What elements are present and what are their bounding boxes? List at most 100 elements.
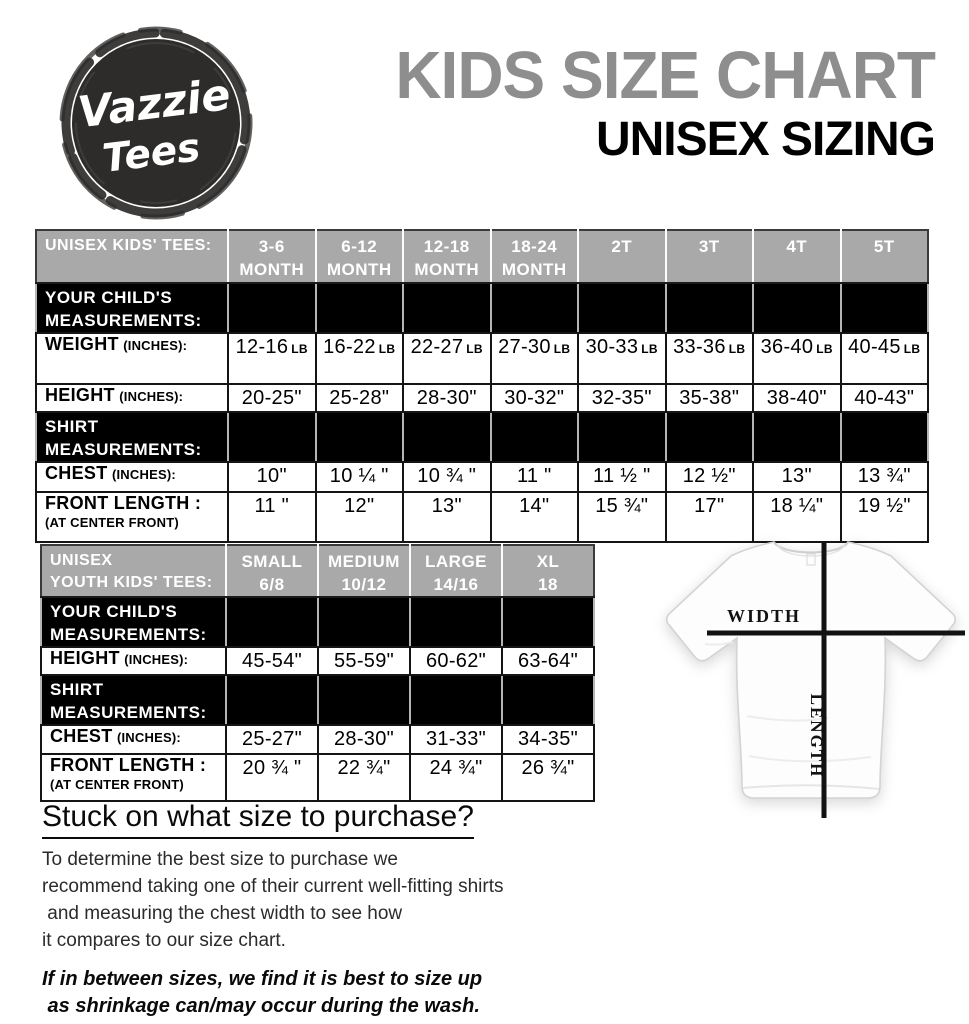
- size-cell: 18 ¼": [752, 491, 842, 543]
- table-title-cell: UNISEX YOUTH KIDS' TEES:: [40, 544, 227, 598]
- footer-body-line: To determine the best size to purchase w…: [42, 849, 398, 870]
- section-cell: [664, 282, 754, 334]
- size-cell: 12": [314, 491, 404, 543]
- weight-row: WEIGHT (INCHES): 12-16 LB 16-22 LB 22-27 LB…: [35, 332, 929, 385]
- column-header: LARGE 14/16: [409, 544, 503, 598]
- size-cell: 28-30": [317, 724, 411, 755]
- size-cell: 40-45 LB: [839, 332, 929, 385]
- section-row-shirt-measurements: SHIRT MEASUREMENTS:: [35, 411, 929, 463]
- row-label: WEIGHT (INCHES):: [35, 332, 229, 385]
- infant-size-table: UNISEX KIDS' TEES: 3-6 MONTH 6-12 MONTH 12…: [35, 229, 929, 543]
- size-cell: 14": [489, 491, 579, 543]
- column-header: 2T: [577, 229, 667, 284]
- column-header: XL 18: [501, 544, 595, 598]
- section-cell: [409, 596, 503, 648]
- chest-row: CHEST (INCHES): 25-27" 28-30" 31-33" 34-…: [40, 724, 595, 755]
- size-cell: 12-16 LB: [227, 332, 317, 385]
- brand-logo-icon: Vazzie Tees: [59, 26, 253, 220]
- size-cell: 17": [664, 491, 754, 543]
- size-cell: 36-40 LB: [752, 332, 842, 385]
- column-header: 5T: [839, 229, 929, 284]
- size-cell: 60-62": [409, 646, 503, 676]
- section-cell: [317, 674, 411, 726]
- size-cell: 13 ¾": [839, 461, 929, 493]
- column-header: 12-18 MONTH: [402, 229, 492, 284]
- size-cell: 30-32": [489, 383, 579, 413]
- size-cell: 27-30 LB: [489, 332, 579, 385]
- size-cell: 20-25": [227, 383, 317, 413]
- size-cell: 11 ": [227, 491, 317, 543]
- size-cell: 32-35": [577, 383, 667, 413]
- row-label: FRONT LENGTH : (AT CENTER FRONT): [40, 753, 227, 802]
- section-cell: [402, 282, 492, 334]
- size-cell: 13": [752, 461, 842, 493]
- size-cell: 25-27": [225, 724, 319, 755]
- section-cell: [317, 596, 411, 648]
- size-cell: 63-64": [501, 646, 595, 676]
- column-header: SMALL 6/8: [225, 544, 319, 598]
- section-cell: [752, 282, 842, 334]
- youth-size-table: UNISEX YOUTH KIDS' TEES: SMALL 6/8 MEDIUM…: [40, 544, 595, 802]
- section-label-cell: YOUR CHILD'S MEASUREMENTS:: [35, 282, 229, 334]
- footer-section: Stuck on what size to purchase? To deter…: [42, 800, 602, 1020]
- length-label: LENGTH: [807, 694, 826, 779]
- size-cell: 22-27 LB: [402, 332, 492, 385]
- size-cell: 40-43": [839, 383, 929, 413]
- size-cell: 22 ¾": [317, 753, 411, 802]
- size-cell: 35-38": [664, 383, 754, 413]
- size-cell: 45-54": [225, 646, 319, 676]
- section-cell: [752, 411, 842, 463]
- footer-body-line: and measuring the chest width to see how: [42, 903, 403, 924]
- section-row-child-measurements: YOUR CHILD'S MEASUREMENTS:: [40, 596, 595, 648]
- section-row-shirt-measurements: SHIRT MEASUREMENTS:: [40, 674, 595, 726]
- size-cell: 25-28": [314, 383, 404, 413]
- size-cell: 10 ¼ ": [314, 461, 404, 493]
- size-cell: 13": [402, 491, 492, 543]
- front-length-row: FRONT LENGTH : (AT CENTER FRONT) 20 ¾ " 2…: [40, 753, 595, 802]
- section-cell: [839, 282, 929, 334]
- page-subtitle: UNISEX SIZING: [595, 113, 936, 166]
- footer-paragraph: To determine the best size to purchase w…: [42, 846, 602, 954]
- tshirt-illustration: WIDTH LENGTH: [665, 541, 965, 818]
- section-cell: [225, 596, 319, 648]
- section-cell: [501, 674, 595, 726]
- size-cell: 19 ½": [839, 491, 929, 543]
- footer-heading: Stuck on what size to purchase?: [42, 800, 474, 839]
- section-label-cell: SHIRT MEASUREMENTS:: [40, 674, 227, 726]
- row-label: HEIGHT (INCHES):: [35, 383, 229, 413]
- section-cell: [501, 596, 595, 648]
- size-cell: 15 ¾": [577, 491, 667, 543]
- row-label: CHEST (INCHES):: [40, 724, 227, 755]
- section-cell: [402, 411, 492, 463]
- section-label-cell: YOUR CHILD'S MEASUREMENTS:: [40, 596, 227, 648]
- section-cell: [577, 282, 667, 334]
- size-cell: 38-40": [752, 383, 842, 413]
- column-header: 3-6 MONTH: [227, 229, 317, 284]
- table-header-row: UNISEX YOUTH KIDS' TEES: SMALL 6/8 MEDIUM…: [40, 544, 595, 598]
- size-cell: 33-36 LB: [664, 332, 754, 385]
- section-cell: [489, 411, 579, 463]
- row-label: FRONT LENGTH : (AT CENTER FRONT): [35, 491, 229, 543]
- size-cell: 20 ¾ ": [225, 753, 319, 802]
- footer-note: If in between sizes, we find it is best …: [42, 966, 602, 1020]
- section-cell: [577, 411, 667, 463]
- column-header: 18-24 MONTH: [489, 229, 579, 284]
- footer-body-line: it compares to our size chart.: [42, 930, 286, 951]
- brand-logo: Vazzie Tees: [50, 24, 262, 222]
- table-header-row: UNISEX KIDS' TEES: 3-6 MONTH 6-12 MONTH 12…: [35, 229, 929, 284]
- chest-row: CHEST (INCHES): 10" 10 ¼ " 10 ¾ " 11 " 1…: [35, 461, 929, 493]
- front-length-row: FRONT LENGTH : (AT CENTER FRONT) 11 " 12"…: [35, 491, 929, 543]
- column-header: 3T: [664, 229, 754, 284]
- size-cell: 34-35": [501, 724, 595, 755]
- size-cell: 31-33": [409, 724, 503, 755]
- column-header: 6-12 MONTH: [314, 229, 404, 284]
- section-cell: [489, 282, 579, 334]
- size-cell: 30-33 LB: [577, 332, 667, 385]
- section-cell: [314, 282, 404, 334]
- section-cell: [227, 411, 317, 463]
- footer-note-line: If in between sizes, we find it is best …: [42, 968, 483, 990]
- footer-note-line: as shrinkage can/may occur during the wa…: [42, 995, 480, 1017]
- column-header: 4T: [752, 229, 842, 284]
- section-label-cell: SHIRT MEASUREMENTS:: [35, 411, 229, 463]
